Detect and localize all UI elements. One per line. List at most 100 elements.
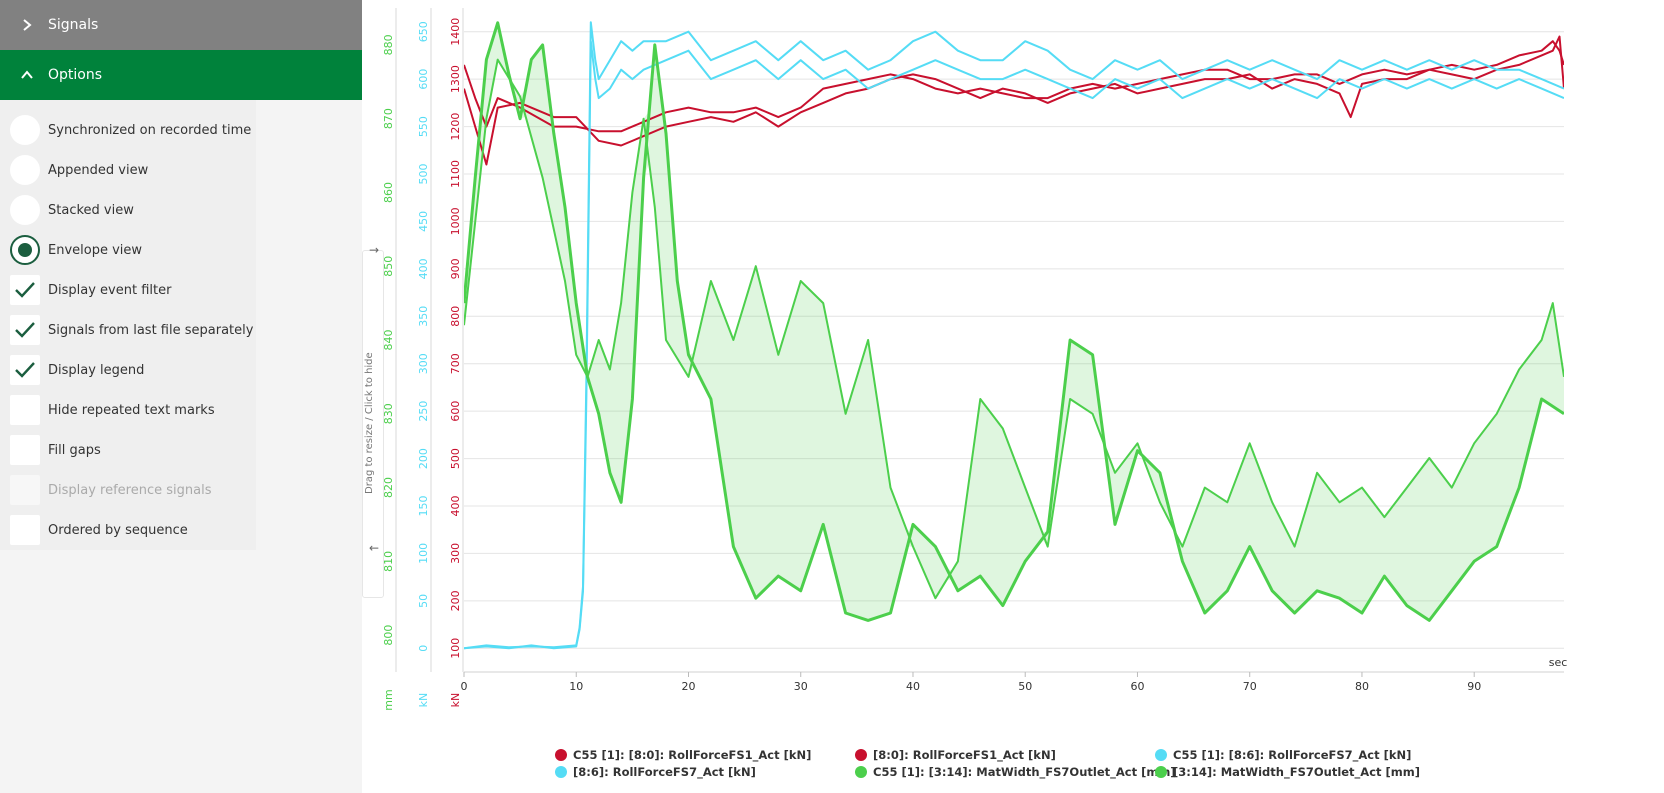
y-tick-label-cyan: 100	[417, 543, 430, 564]
y-tick-label-green: 830	[384, 403, 395, 424]
legend-item[interactable]: [8:0]: RollForceFS1_Act [kN]	[855, 748, 1056, 762]
option-label: Display event filter	[48, 282, 172, 298]
legend-item[interactable]: C55 [1]: [8:0]: RollForceFS1_Act [kN]	[555, 748, 811, 762]
checkbox[interactable]	[10, 355, 40, 385]
x-tick-label: 0	[461, 680, 468, 693]
y-tick-label-cyan: 650	[417, 21, 430, 42]
y-tick-label-red: 1400	[449, 18, 462, 46]
options-accordion-label: Options	[48, 67, 103, 83]
option-label: Display reference signals	[48, 482, 212, 498]
option-label: Fill gaps	[48, 442, 101, 458]
chevron-up-icon	[20, 68, 34, 82]
option-display-reference-signals: Display reference signals	[0, 470, 256, 510]
option-fill-gaps[interactable]: Fill gaps	[0, 430, 256, 470]
checkbox[interactable]	[10, 515, 40, 545]
option-stacked-view[interactable]: Stacked view	[0, 190, 256, 230]
y-tick-label-green: 840	[384, 330, 395, 351]
option-ordered-by-sequence[interactable]: Ordered by sequence	[0, 510, 256, 550]
option-hide-repeated-text-marks[interactable]: Hide repeated text marks	[0, 390, 256, 430]
legend-item[interactable]: [3:14]: MatWidth_FS7Outlet_Act [mm]	[1155, 765, 1420, 779]
checkbox[interactable]	[10, 275, 40, 305]
legend-swatch	[1155, 766, 1167, 778]
x-tick-label: 50	[1018, 680, 1032, 693]
y-tick-label-cyan: 600	[417, 69, 430, 90]
radio-button[interactable]	[10, 235, 40, 265]
y-tick-label-cyan: 200	[417, 448, 430, 469]
envelope-fill-green	[464, 22, 1564, 621]
option-label: Display legend	[48, 362, 145, 378]
y-tick-label-red: 1000	[449, 207, 462, 235]
y-axis-unit-red: kN	[449, 693, 462, 708]
options-accordion-header[interactable]: Options	[0, 50, 362, 100]
y-tick-label-red: 1300	[449, 65, 462, 93]
option-label: Signals from last file separately	[48, 322, 254, 338]
x-tick-label: 40	[906, 680, 920, 693]
plot-area	[464, 21, 1564, 650]
y-tick-label-green: 820	[384, 477, 395, 498]
option-appended-view[interactable]: Appended view	[0, 150, 256, 190]
y-tick-label-red: 1200	[449, 113, 462, 141]
option-envelope-view[interactable]: Envelope view	[0, 230, 256, 270]
x-tick-label: 10	[569, 680, 583, 693]
y-tick-label-red: 800	[449, 306, 462, 327]
y-tick-label-red: 700	[449, 353, 462, 374]
series-line-4	[464, 58, 1564, 600]
checkbox	[10, 475, 40, 505]
x-tick-label: 30	[794, 680, 808, 693]
y-tick-label-cyan: 400	[417, 258, 430, 279]
y-tick-label-cyan: 450	[417, 211, 430, 232]
signal-chart[interactable]: 800 810 820 830 840 850 860 870 880 mm 0 50 100 150 20…	[384, 0, 1664, 793]
legend-item[interactable]: C55 [1]: [8:6]: RollForceFS7_Act [kN]	[1155, 748, 1411, 762]
x-tick-label: 20	[681, 680, 695, 693]
radio-button[interactable]	[10, 195, 40, 225]
legend-item[interactable]: C55 [1]: [3:14]: MatWidth_FS7Outlet_Act …	[855, 765, 1176, 779]
checkbox[interactable]	[10, 315, 40, 345]
y-tick-label-red: 300	[449, 543, 462, 564]
option-display-event-filter[interactable]: Display event filter	[0, 270, 256, 310]
series-line-2	[464, 40, 1564, 650]
legend-swatch	[555, 766, 567, 778]
option-label: Appended view	[48, 162, 149, 178]
option-label: Envelope view	[48, 242, 143, 258]
y-tick-label-cyan: 150	[417, 496, 430, 517]
legend-swatch	[855, 766, 867, 778]
y-axis-unit-cyan: kN	[417, 693, 430, 708]
series-line-3	[464, 21, 1564, 650]
radio-button[interactable]	[10, 115, 40, 145]
panel-resize-handle[interactable]: → Drag to resize / Click to hide ←	[362, 243, 384, 598]
y-tick-label-green: 800	[384, 625, 395, 646]
y-tick-label-red: 900	[449, 258, 462, 279]
series-line-5	[464, 21, 1564, 622]
option-signals-from-last-file-separately[interactable]: Signals from last file separately	[0, 310, 256, 350]
x-tick-label: 70	[1243, 680, 1257, 693]
x-tick-label: 80	[1355, 680, 1369, 693]
y-tick-label-green: 870	[384, 108, 395, 129]
legend-label: C55 [1]: [3:14]: MatWidth_FS7Outlet_Act …	[873, 765, 1176, 779]
y-tick-label-cyan: 250	[417, 401, 430, 422]
y-tick-label-cyan: 50	[417, 594, 430, 608]
signals-accordion-label: Signals	[48, 17, 99, 33]
y-axis-unit-green: mm	[384, 689, 395, 710]
arrow-right-icon: →	[368, 243, 380, 257]
checkbox[interactable]	[10, 395, 40, 425]
legend-swatch	[855, 749, 867, 761]
radio-button[interactable]	[10, 155, 40, 185]
y-tick-label-cyan: 500	[417, 164, 430, 185]
sidebar-panel: Signals Options Synchronized on recorded…	[0, 0, 362, 793]
legend-swatch	[1155, 749, 1167, 761]
series-line-1	[464, 40, 1564, 133]
y-tick-label-cyan: 0	[417, 645, 430, 652]
legend-label: [3:14]: MatWidth_FS7Outlet_Act [mm]	[1173, 765, 1420, 779]
arrow-left-icon: ←	[368, 541, 380, 555]
y-tick-label-cyan: 550	[417, 116, 430, 137]
legend-item[interactable]: [8:6]: RollForceFS7_Act [kN]	[555, 765, 756, 779]
option-label: Stacked view	[48, 202, 134, 218]
y-tick-label-cyan: 300	[417, 353, 430, 374]
checkbox[interactable]	[10, 435, 40, 465]
signals-accordion-header[interactable]: Signals	[0, 0, 362, 50]
series-line-0	[464, 35, 1564, 166]
option-synchronized-on-recorded-time[interactable]: Synchronized on recorded time	[0, 110, 256, 150]
y-tick-label-red: 400	[449, 496, 462, 517]
option-display-legend[interactable]: Display legend	[0, 350, 256, 390]
